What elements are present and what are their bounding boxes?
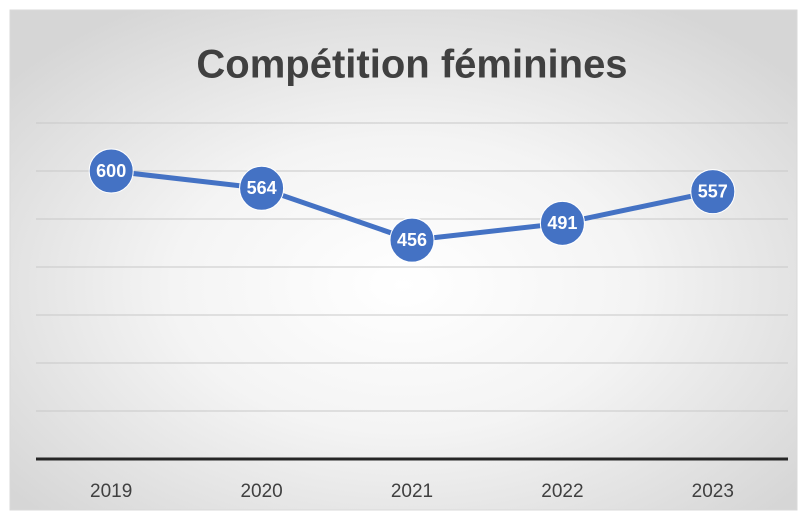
x-tick-label: 2019 bbox=[90, 481, 132, 502]
x-tick-label: 2023 bbox=[692, 481, 734, 502]
data-point bbox=[239, 165, 285, 211]
data-label: 456 bbox=[397, 230, 427, 250]
data-point bbox=[88, 148, 134, 194]
data-label: 600 bbox=[96, 161, 126, 181]
x-tick-label: 2021 bbox=[391, 481, 433, 502]
data-label: 557 bbox=[698, 181, 728, 201]
data-point bbox=[690, 169, 736, 215]
data-point bbox=[389, 217, 435, 263]
data-point bbox=[539, 200, 585, 246]
x-tick-label: 2020 bbox=[240, 481, 282, 502]
data-label: 491 bbox=[547, 213, 577, 233]
x-tick-label: 2022 bbox=[541, 481, 583, 502]
chart-title: Compétition féminines bbox=[196, 43, 627, 87]
data-label: 564 bbox=[247, 178, 277, 198]
